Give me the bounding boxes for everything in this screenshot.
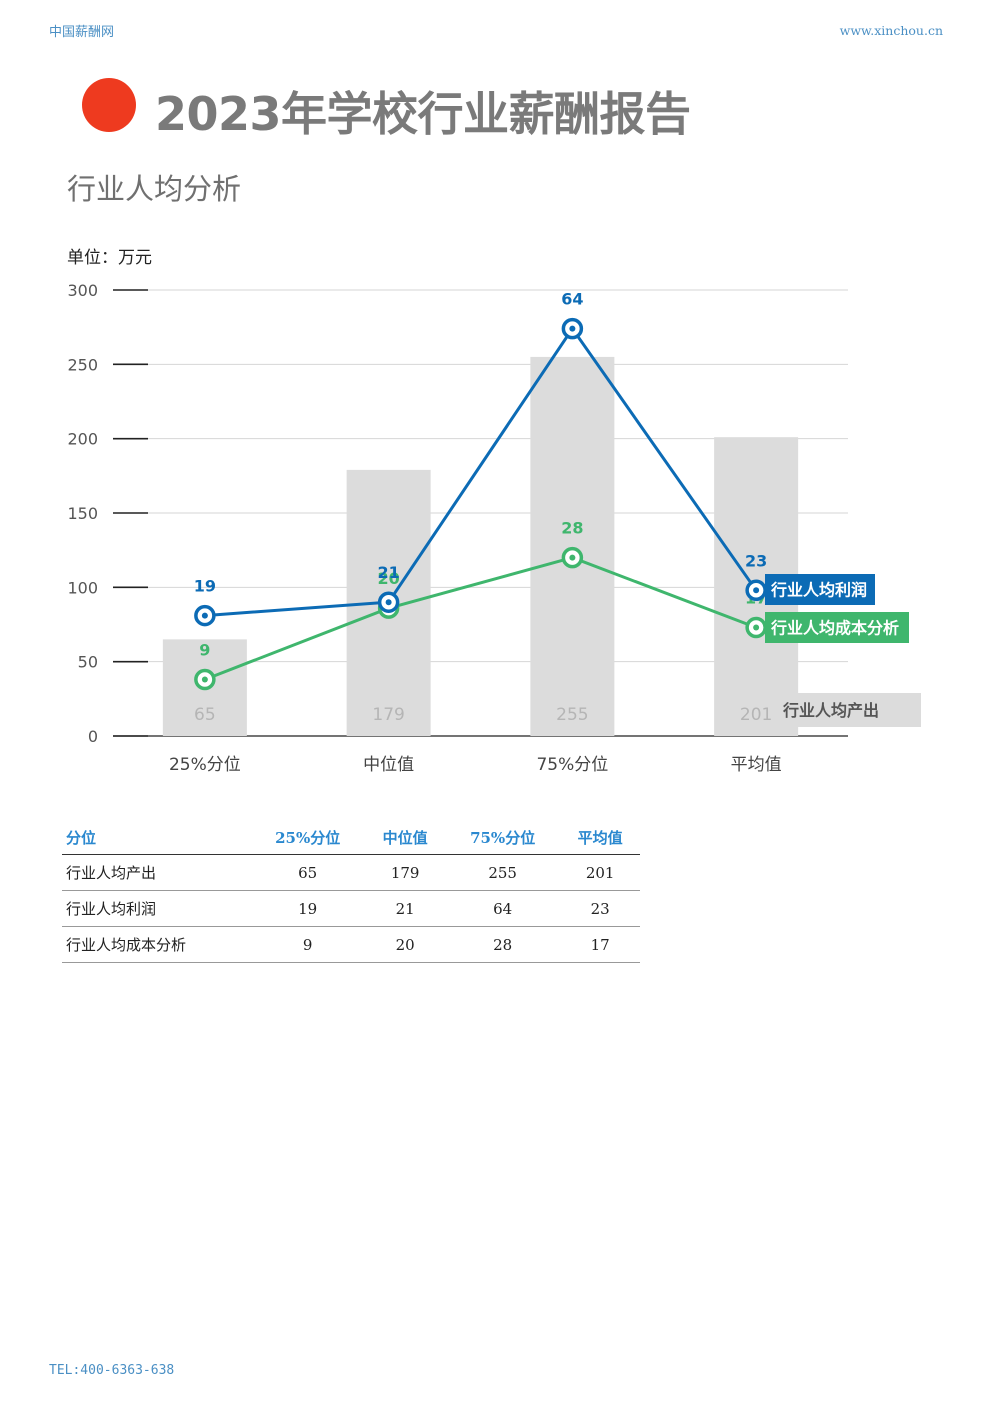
table-cell: 179 bbox=[365, 854, 445, 891]
title-dot-icon bbox=[82, 78, 136, 132]
y-tick-label: 150 bbox=[67, 504, 98, 523]
table-row: 行业人均利润 19 21 64 23 bbox=[62, 890, 640, 927]
x-tick-label: 75%分位 bbox=[536, 755, 608, 775]
unit-label: 单位：万元 bbox=[67, 248, 152, 268]
bar-value-label: 255 bbox=[556, 705, 588, 725]
bar-value-label: 65 bbox=[194, 705, 216, 725]
cost-series-tag-bg bbox=[765, 612, 909, 643]
profit-value-label: 19 bbox=[194, 577, 216, 596]
profit-value-label: 64 bbox=[561, 290, 583, 309]
table-header-cell: 分位 bbox=[62, 820, 250, 855]
cost-value-label: 20 bbox=[377, 569, 399, 588]
x-tick-label: 中位值 bbox=[363, 755, 414, 775]
cost-value-label: 9 bbox=[199, 641, 210, 660]
footer-tel: TEL:400-6363-638 bbox=[49, 1363, 175, 1378]
y-tick-label: 0 bbox=[88, 727, 98, 746]
profit-marker-center bbox=[385, 599, 392, 606]
profit-line bbox=[204, 326, 758, 618]
x-tick-label: 25%分位 bbox=[169, 755, 241, 775]
table-row: 行业人均成本分析 9 20 28 17 bbox=[62, 926, 640, 963]
table-cell: 65 bbox=[250, 854, 366, 891]
cost-series-tag: 行业人均成本分析 bbox=[770, 619, 899, 638]
table-cell: 19 bbox=[250, 890, 366, 927]
report-title: 2023年学校行业薪酬报告 bbox=[155, 87, 691, 141]
section-subtitle: 行业人均分析 bbox=[67, 172, 242, 206]
bar-value-label: 201 bbox=[740, 705, 772, 725]
table-row: 行业人均产出 65 179 255 201 bbox=[62, 854, 640, 891]
x-tick-label: 平均值 bbox=[731, 755, 782, 775]
profit-marker-center bbox=[569, 325, 576, 332]
table-header-cell: 平均值 bbox=[560, 820, 640, 855]
table-cell: 64 bbox=[444, 890, 561, 927]
table-cell: 201 bbox=[560, 854, 640, 891]
output-series-tag-bg bbox=[777, 693, 921, 727]
bar-value-label: 179 bbox=[372, 705, 404, 725]
site-name: 中国薪酬网 bbox=[49, 25, 115, 40]
table-cell: 9 bbox=[250, 926, 366, 963]
table-header-cell: 中位值 bbox=[365, 820, 445, 855]
table-cell: 行业人均产出 bbox=[62, 854, 250, 891]
profit-value-label: 23 bbox=[745, 551, 767, 570]
profit-value-label: 21 bbox=[377, 563, 399, 582]
table-header-row: 分位 25%分位 中位值 75%分位 平均值 bbox=[62, 820, 640, 855]
bar bbox=[530, 356, 615, 736]
table-cell: 行业人均成本分析 bbox=[62, 926, 250, 963]
y-tick-label: 50 bbox=[78, 653, 98, 672]
cost-marker-center bbox=[753, 624, 760, 631]
cost-value-label: 28 bbox=[561, 519, 583, 538]
industry-per-capita-chart: 0 50 100 150 200 250 300 65 179 255 201 25%分位 中位值 75%… bbox=[67, 281, 921, 775]
cost-marker-center bbox=[201, 676, 208, 683]
cost-marker-center bbox=[569, 554, 576, 561]
table-cell: 20 bbox=[365, 926, 445, 963]
table-cell: 255 bbox=[444, 854, 561, 891]
table-cell: 28 bbox=[444, 926, 561, 963]
table-cell: 23 bbox=[560, 890, 640, 927]
profit-series-tag: 行业人均利润 bbox=[770, 581, 867, 600]
output-series-tag: 行业人均产出 bbox=[782, 701, 879, 720]
y-tick-label: 100 bbox=[67, 578, 98, 597]
site-url[interactable]: www.xinchou.cn bbox=[839, 23, 943, 38]
profit-marker-center bbox=[753, 587, 760, 594]
y-tick-label: 250 bbox=[67, 355, 98, 374]
y-tick-label: 300 bbox=[67, 281, 98, 300]
table-header-cell: 75%分位 bbox=[444, 820, 561, 855]
data-table: 分位 25%分位 中位值 75%分位 平均值 行业人均产出 65 179 255… bbox=[62, 820, 640, 963]
profit-marker-center bbox=[201, 612, 208, 619]
table-header-cell: 25%分位 bbox=[250, 820, 366, 855]
table-cell: 行业人均利润 bbox=[62, 890, 250, 927]
profit-series-tag-bg bbox=[765, 574, 875, 605]
y-tick-label: 200 bbox=[67, 430, 98, 449]
table-cell: 17 bbox=[560, 926, 640, 963]
table-cell: 21 bbox=[365, 890, 445, 927]
cost-line bbox=[204, 556, 757, 681]
